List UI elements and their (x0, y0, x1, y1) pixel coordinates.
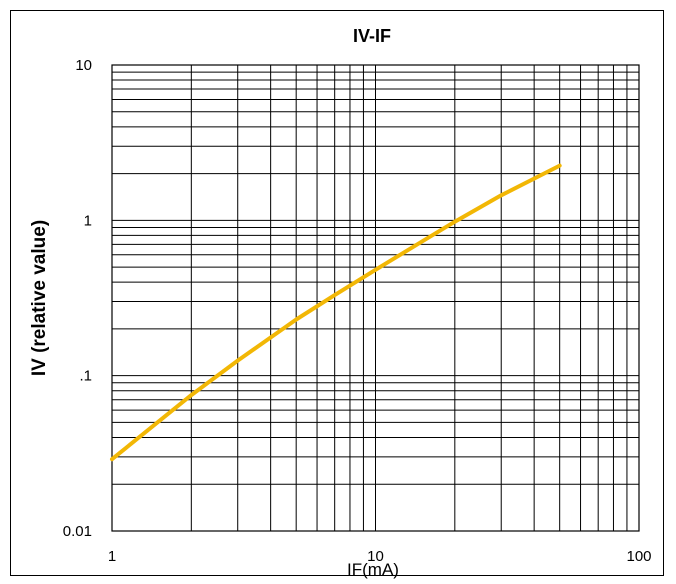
series-line (110, 163, 562, 462)
chart-title: IV-IF (353, 26, 391, 46)
x-tick-label: 100 (626, 548, 651, 565)
plot-area (111, 64, 640, 532)
x-tick-label: 10 (367, 548, 384, 565)
plot-area-border (111, 64, 640, 532)
tick-labels: 1 10 100 0.01 .1 1 10 (63, 57, 652, 565)
y-axis-title: IV (relative value) (29, 220, 50, 376)
x-tick-label: 1 (108, 548, 116, 565)
series-layer (110, 163, 562, 462)
y-tick-label: 0.01 (63, 523, 92, 540)
grid (111, 65, 639, 532)
y-tick-label: .1 (79, 368, 92, 385)
y-tick-label: 10 (75, 57, 92, 74)
x-axis-title: IF(mA) (347, 560, 399, 579)
y-tick-label: 1 (84, 212, 92, 229)
